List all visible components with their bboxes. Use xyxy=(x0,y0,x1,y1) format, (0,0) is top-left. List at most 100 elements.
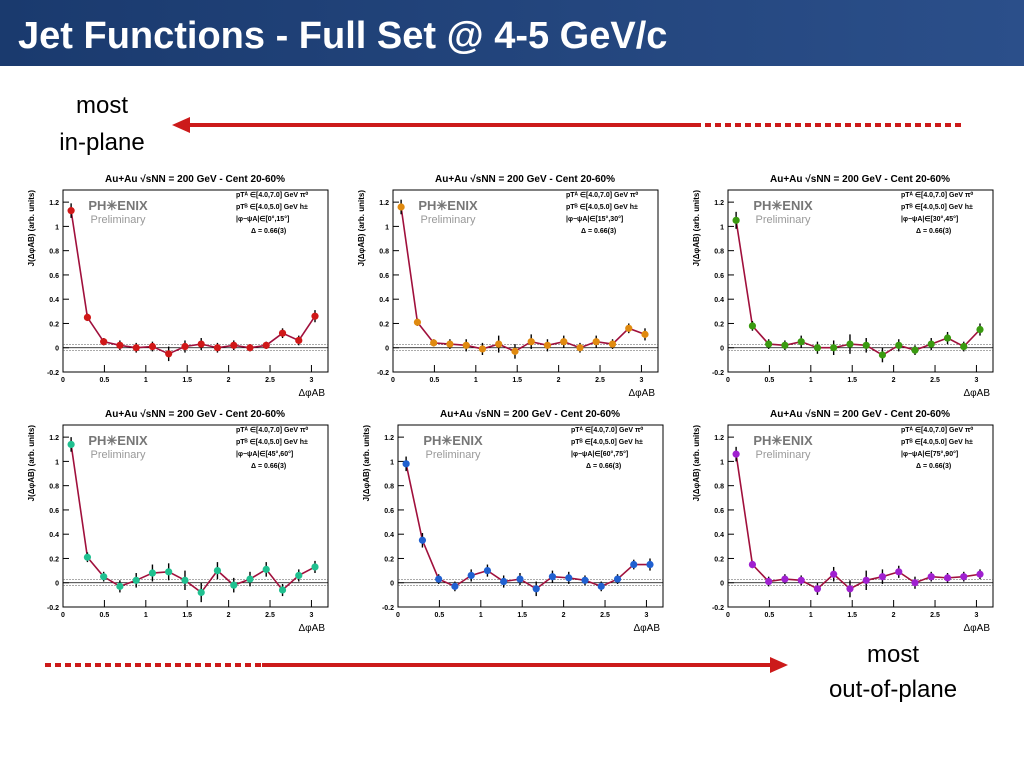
data-point xyxy=(927,340,935,348)
data-point xyxy=(116,341,124,349)
y-tick-label: 0 xyxy=(385,346,389,353)
y-tick-label: 0.8 xyxy=(379,249,389,256)
y-tick-label: 0.6 xyxy=(384,508,394,515)
x-axis-label: ΔφAB xyxy=(633,623,660,634)
legend-line: pTᴬ ∈[4.0,7.0] GeV π⁰ xyxy=(571,426,643,434)
data-point xyxy=(846,585,854,593)
data-point xyxy=(100,573,108,581)
data-point xyxy=(311,563,319,571)
y-tick-label: 0.6 xyxy=(379,273,389,280)
legend-line: |φ−ψA|∈[75°,90°] xyxy=(901,450,958,458)
data-point xyxy=(132,576,140,584)
y-tick-label: 1 xyxy=(385,224,389,231)
y-tick-label: 0.2 xyxy=(49,556,59,563)
x-axis-label: ΔφAB xyxy=(298,388,325,399)
x-tick-label: 3 xyxy=(309,612,313,619)
x-tick-label: 1 xyxy=(474,377,478,384)
data-point xyxy=(402,460,410,468)
data-point xyxy=(213,344,222,352)
x-tick-label: 3 xyxy=(644,612,648,619)
data-point xyxy=(641,330,649,338)
x-tick-label: 1.5 xyxy=(182,612,192,619)
data-point xyxy=(446,340,454,348)
data-point xyxy=(911,346,919,354)
x-tick-label: 2.5 xyxy=(265,612,275,619)
data-point xyxy=(960,342,968,351)
data-point xyxy=(976,570,984,578)
y-tick-label: 0 xyxy=(55,581,59,588)
data-point xyxy=(581,576,589,584)
x-tick-label: 3 xyxy=(639,377,643,384)
data-point xyxy=(895,568,903,576)
arrow-head xyxy=(770,657,788,673)
data-point xyxy=(895,341,903,349)
watermark: Preliminary xyxy=(90,449,146,461)
x-tick-label: 1.5 xyxy=(182,377,192,384)
data-point xyxy=(608,340,617,348)
legend-line: Δ = 0.66(3) xyxy=(916,463,951,470)
data-point xyxy=(781,575,789,583)
data-point xyxy=(213,567,222,575)
data-point xyxy=(830,570,838,578)
x-tick-label: 1 xyxy=(144,377,148,384)
y-tick-label: 0 xyxy=(55,346,59,353)
x-tick-label: 0.5 xyxy=(765,377,775,384)
data-point xyxy=(516,575,524,583)
legend-line: Δ = 0.66(3) xyxy=(251,228,286,235)
data-point xyxy=(927,573,935,581)
data-point xyxy=(543,341,552,349)
data-point xyxy=(148,569,157,577)
data-point xyxy=(246,344,254,352)
data-point xyxy=(862,576,870,584)
x-tick-label: 2.5 xyxy=(930,612,940,619)
legend-line: Δ = 0.66(3) xyxy=(586,463,621,470)
y-tick-label: 0.4 xyxy=(379,297,389,304)
data-line xyxy=(70,210,316,355)
data-point xyxy=(960,573,968,581)
x-tick-label: 2 xyxy=(557,377,561,384)
data-point xyxy=(813,344,822,352)
data-point xyxy=(613,575,622,583)
x-axis-label: ΔφAB xyxy=(963,623,990,634)
data-line xyxy=(405,463,650,590)
x-tick-label: 0 xyxy=(726,377,730,384)
y-tick-label: 0.8 xyxy=(49,484,59,491)
logo: PH✳ENIX xyxy=(88,433,148,448)
x-tick-label: 0.5 xyxy=(100,377,110,384)
y-tick-label: 1.2 xyxy=(379,200,389,207)
x-axis-label: ΔφAB xyxy=(628,388,655,399)
y-tick-label: 1.2 xyxy=(714,435,724,442)
data-point xyxy=(797,576,805,584)
data-line xyxy=(400,206,646,353)
data-point xyxy=(246,575,254,583)
data-point xyxy=(413,318,422,326)
y-tick-label: -0.2 xyxy=(47,605,59,612)
y-tick-label: 0.2 xyxy=(379,321,389,328)
data-point xyxy=(630,560,638,569)
legend-line: pTᴬ ∈[4.0,7.0] GeV π⁰ xyxy=(901,191,973,199)
data-point xyxy=(943,334,952,342)
y-tick-label: 1 xyxy=(720,459,724,466)
x-tick-label: 0.5 xyxy=(765,612,775,619)
x-tick-label: 2 xyxy=(892,612,896,619)
data-point xyxy=(911,579,919,587)
data-point xyxy=(262,565,270,573)
data-point xyxy=(548,573,557,581)
data-point xyxy=(495,340,503,348)
y-tick-label: 1.2 xyxy=(49,435,59,442)
x-tick-label: 3 xyxy=(974,612,978,619)
x-tick-label: 2.5 xyxy=(600,612,610,619)
y-tick-label: 0.4 xyxy=(49,532,59,539)
data-point xyxy=(748,560,757,569)
legend-line: Δ = 0.66(3) xyxy=(251,463,286,470)
y-tick-label: 1.2 xyxy=(49,200,59,207)
data-point xyxy=(181,342,189,351)
chart-title: Au+Au √sNN = 200 GeV - Cent 20-60% xyxy=(440,409,620,420)
data-point xyxy=(165,350,173,358)
data-point xyxy=(765,577,773,586)
note: in-plane xyxy=(59,129,144,156)
watermark: Preliminary xyxy=(755,214,811,226)
watermark: Preliminary xyxy=(90,214,146,226)
